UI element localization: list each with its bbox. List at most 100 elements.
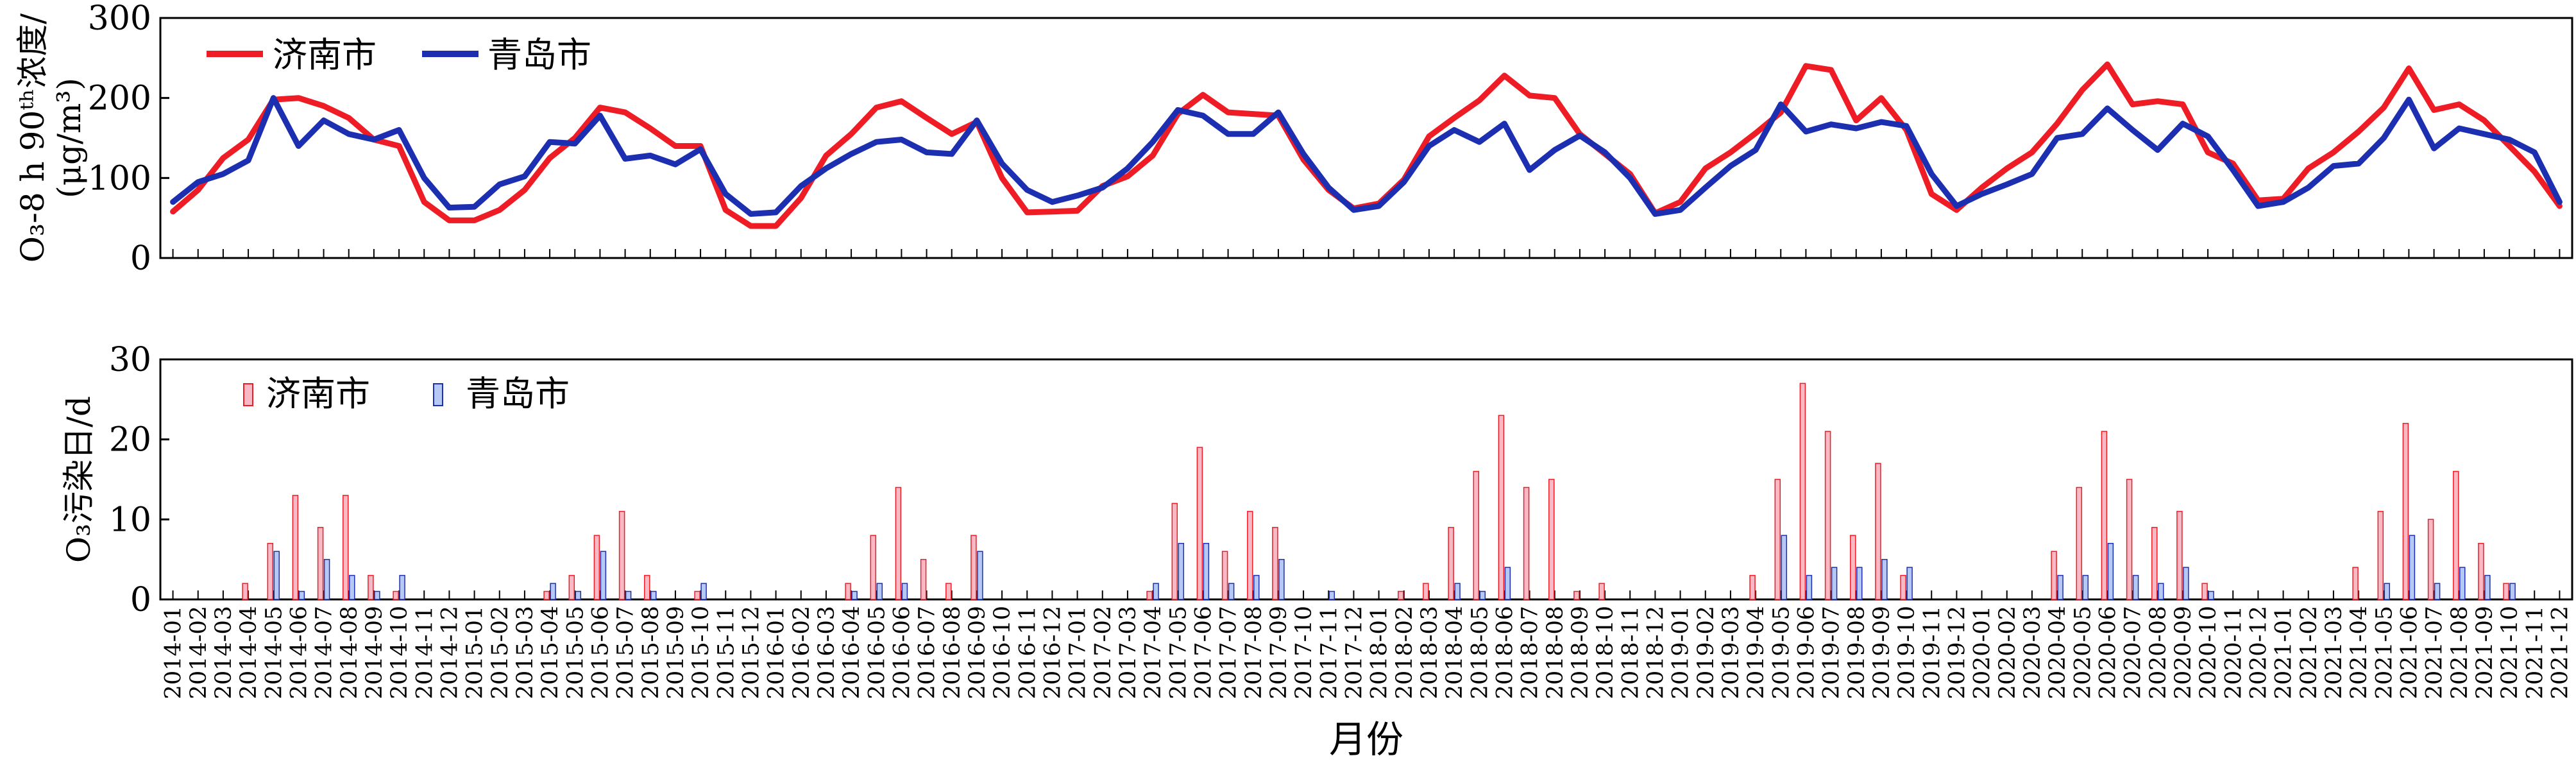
bar-chart-legend: 济南市 青岛市 bbox=[243, 374, 570, 414]
bar-jinan bbox=[1221, 551, 1228, 600]
bar-chart-x-ticks bbox=[172, 590, 2561, 599]
bar-jinan bbox=[1548, 479, 1555, 600]
bar-qingdao bbox=[1253, 574, 1260, 600]
x-tick-label: 2020-11 bbox=[2221, 606, 2246, 699]
x-tick-label: 2019-03 bbox=[1718, 606, 1744, 699]
bar-jinan bbox=[2478, 542, 2484, 600]
x-tick-label: 2014-03 bbox=[211, 606, 237, 699]
x-tick-label: 2016-05 bbox=[864, 606, 890, 699]
bar-jinan bbox=[1398, 590, 1404, 600]
bar-jinan bbox=[1171, 503, 1178, 600]
x-tick-label: 2016-12 bbox=[1040, 606, 1065, 699]
x-tick-label: 2018-04 bbox=[1442, 606, 1468, 699]
x-tick-label: 2016-09 bbox=[965, 606, 990, 699]
bar-jinan bbox=[644, 574, 650, 600]
bar-qingdao bbox=[349, 574, 355, 600]
bar-jinan bbox=[1875, 463, 1881, 600]
bar-chart-frame bbox=[159, 358, 2573, 601]
x-tick-label: 2015-04 bbox=[538, 606, 563, 699]
x-tick-label: 2015-03 bbox=[513, 606, 538, 699]
bar-qingdao bbox=[2484, 574, 2491, 600]
bar-jinan bbox=[1774, 479, 1781, 600]
bar-jinan bbox=[970, 535, 977, 600]
line-chart-panel: 0 100 200 300 O₃-8 h 90ᵗʰ浓度/ (μg/m³) 济南市 青岛… bbox=[14, 0, 2573, 278]
x-tick-label: 2019-08 bbox=[1844, 606, 1870, 699]
legend-label-jinan-bar: 济南市 bbox=[266, 374, 370, 414]
bar-jinan bbox=[2453, 470, 2459, 600]
x-tick-label: 2021-01 bbox=[2271, 606, 2297, 699]
legend-swatch-qingdao-bar bbox=[433, 383, 443, 406]
bar-qingdao bbox=[1454, 583, 1461, 600]
x-tick-label: 2021-02 bbox=[2296, 606, 2322, 699]
bar-qingdao bbox=[876, 583, 883, 600]
bar-jinan bbox=[2076, 486, 2083, 600]
x-tick-label: 2020-02 bbox=[1995, 606, 2021, 699]
x-tick-label: 2021-04 bbox=[2346, 606, 2372, 699]
x-tick-label: 2015-06 bbox=[588, 606, 613, 699]
line-chart-x-ticks bbox=[172, 249, 2561, 258]
bar-jinan bbox=[920, 558, 927, 600]
bar-qingdao bbox=[399, 574, 405, 600]
x-tick-label: 2020-12 bbox=[2246, 606, 2271, 699]
x-tick-label: 2018-11 bbox=[1618, 606, 1643, 699]
bar-jinan bbox=[1498, 415, 1505, 600]
x-tick-label: 2021-07 bbox=[2422, 606, 2448, 699]
x-tick-labels: 2014-01 2014-02 2014-03 2014-04 2014-05 2014-… bbox=[161, 606, 2573, 699]
x-tick-label: 2015-12 bbox=[738, 606, 764, 699]
x-tick-label: 2017-08 bbox=[1241, 606, 1267, 699]
bar-jinan bbox=[317, 527, 324, 600]
line-chart-frame bbox=[159, 17, 2573, 259]
x-tick-label: 2018-10 bbox=[1593, 606, 1618, 699]
bar-jinan bbox=[1598, 583, 1605, 600]
x-tick-label: 2018-02 bbox=[1392, 606, 1418, 699]
bar-jinan bbox=[2051, 551, 2057, 600]
bar-qingdao bbox=[2434, 583, 2441, 600]
bar-jinan bbox=[1850, 535, 1856, 600]
bar-qingdao bbox=[1178, 542, 1185, 600]
y-tick-label: 200 bbox=[88, 80, 151, 118]
x-tick-label: 2019-05 bbox=[1768, 606, 1794, 699]
legend-label-jinan: 济南市 bbox=[273, 35, 377, 75]
x-tick-label: 2016-03 bbox=[814, 606, 840, 699]
x-tick-label: 2018-03 bbox=[1417, 606, 1443, 699]
x-tick-label: 2019-02 bbox=[1693, 606, 1719, 699]
x-tick-label: 2015-05 bbox=[563, 606, 588, 699]
x-tick-label: 2016-02 bbox=[789, 606, 815, 699]
bar-jinan bbox=[1146, 590, 1153, 600]
x-tick-label: 2017-04 bbox=[1140, 606, 1166, 699]
bar-chart-y-axis: 0 10 20 30 bbox=[109, 341, 169, 619]
x-axis-label: 月份 bbox=[1329, 718, 1403, 761]
x-tick-label: 2019-01 bbox=[1668, 606, 1694, 699]
bar-jinan bbox=[1573, 590, 1580, 600]
x-tick-label: 2014-11 bbox=[412, 606, 437, 699]
bar-qingdao bbox=[1278, 558, 1285, 600]
x-tick-label: 2018-07 bbox=[1518, 606, 1543, 699]
x-tick-label: 2014-09 bbox=[362, 606, 387, 699]
x-tick-label: 2020-07 bbox=[2121, 606, 2146, 699]
y-tick-label: 10 bbox=[109, 501, 151, 539]
bar-qingdao bbox=[901, 583, 908, 600]
bar-qingdao bbox=[1856, 567, 1863, 600]
x-tick-label: 2021-10 bbox=[2497, 606, 2523, 699]
x-tick-label: 2014-01 bbox=[161, 606, 187, 699]
x-tick-label: 2021-06 bbox=[2396, 606, 2422, 699]
x-tick-label: 2020-09 bbox=[2171, 606, 2196, 699]
x-tick-label: 2017-03 bbox=[1115, 606, 1141, 699]
bar-qingdao bbox=[2107, 542, 2114, 600]
bar-jinan bbox=[845, 583, 851, 600]
bar-jinan bbox=[593, 535, 600, 600]
bar-qingdao bbox=[625, 590, 632, 600]
x-tick-label: 2019-12 bbox=[1944, 606, 1970, 699]
x-tick-label: 2017-01 bbox=[1065, 606, 1091, 699]
bar-qingdao bbox=[2158, 583, 2164, 600]
bar-qingdao bbox=[1203, 542, 1210, 600]
bar-jinan bbox=[267, 542, 274, 600]
x-tick-label: 2015-10 bbox=[688, 606, 714, 699]
bar-jinan bbox=[895, 486, 902, 600]
y-tick-label: 30 bbox=[109, 341, 151, 379]
bar-jinan bbox=[242, 583, 248, 600]
bar-qingdao bbox=[1781, 535, 1788, 600]
bar-jinan bbox=[1523, 486, 1530, 600]
x-tick-label: 2015-01 bbox=[462, 606, 488, 699]
bar-qingdao bbox=[2132, 574, 2139, 600]
